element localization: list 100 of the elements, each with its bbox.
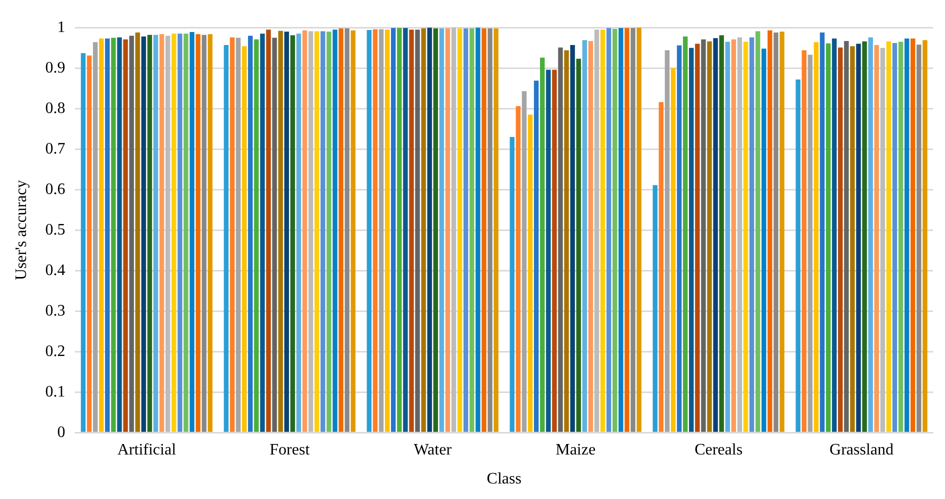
bar xyxy=(308,31,314,432)
bar xyxy=(552,70,557,432)
bar xyxy=(868,37,873,432)
y-tick-label: 0.4 xyxy=(45,262,66,279)
bar xyxy=(344,28,350,432)
bar xyxy=(755,31,760,432)
bar xyxy=(494,28,498,432)
x-tick-label: Cereals xyxy=(694,441,743,458)
bar xyxy=(540,58,545,432)
bar xyxy=(695,44,700,432)
bar xyxy=(433,28,438,432)
bar xyxy=(384,30,390,432)
x-tick-label: Maize xyxy=(556,441,596,458)
bar xyxy=(159,34,164,432)
bar xyxy=(558,47,563,432)
bar xyxy=(338,28,344,432)
bar xyxy=(534,80,539,432)
bar xyxy=(378,29,384,432)
bar xyxy=(320,31,326,432)
bar xyxy=(482,28,486,432)
bar xyxy=(904,38,910,432)
y-tick-label: 0.5 xyxy=(45,221,66,238)
y-tick-label: 0.7 xyxy=(45,140,66,158)
bar xyxy=(409,30,414,432)
bar xyxy=(886,41,892,432)
bar xyxy=(284,32,289,432)
bar xyxy=(892,42,898,432)
x-tick-label: Water xyxy=(414,441,452,458)
bar xyxy=(652,185,658,432)
bar xyxy=(476,28,480,432)
bar xyxy=(272,38,277,432)
bar xyxy=(774,32,778,432)
bar xyxy=(184,34,188,432)
bar xyxy=(80,53,86,432)
bar xyxy=(415,30,420,432)
bar xyxy=(296,34,302,432)
bar xyxy=(397,28,402,432)
bar xyxy=(123,39,128,432)
x-tick-label: Forest xyxy=(270,441,310,458)
y-tick-label: 0.2 xyxy=(45,342,66,360)
x-tick-label: Artificial xyxy=(117,441,177,458)
bar xyxy=(464,28,468,432)
bar xyxy=(814,42,819,432)
bar xyxy=(880,48,886,432)
y-tick-label: 1 xyxy=(57,18,66,36)
bar xyxy=(658,102,664,432)
bar xyxy=(826,43,831,432)
bar xyxy=(701,39,706,432)
bar xyxy=(874,45,879,432)
bar xyxy=(719,35,724,432)
bar xyxy=(796,79,800,432)
bar xyxy=(254,39,259,432)
bar xyxy=(290,35,296,432)
bar xyxy=(820,32,825,432)
bar xyxy=(236,38,241,432)
bar xyxy=(612,28,618,432)
bar xyxy=(421,28,426,432)
bar xyxy=(470,28,474,432)
bar xyxy=(445,28,450,432)
bar xyxy=(768,30,772,432)
y-tick-label: 0.3 xyxy=(45,302,66,320)
bar xyxy=(600,30,606,432)
bar xyxy=(898,42,904,432)
bar xyxy=(582,40,588,432)
bar xyxy=(366,30,372,432)
bar xyxy=(594,30,600,432)
bar xyxy=(372,29,378,432)
bar xyxy=(743,42,748,432)
bar xyxy=(838,47,843,432)
bar xyxy=(165,36,170,432)
bar xyxy=(731,39,736,432)
bar xyxy=(390,28,396,432)
bar xyxy=(510,136,514,432)
bar xyxy=(178,34,182,432)
bar xyxy=(862,41,867,432)
bar xyxy=(230,37,235,432)
bar xyxy=(266,30,271,432)
bar xyxy=(202,34,206,432)
y-tick-label: 0.6 xyxy=(45,180,66,198)
bar xyxy=(802,50,806,432)
bar xyxy=(588,40,594,432)
bar xyxy=(576,58,581,432)
bar xyxy=(248,36,253,432)
bar xyxy=(606,28,612,432)
bar xyxy=(528,114,533,432)
bar xyxy=(439,28,444,432)
bar xyxy=(624,28,630,432)
bar xyxy=(86,56,92,432)
y-tick-label: 0.8 xyxy=(45,100,66,117)
bar xyxy=(664,50,670,432)
bar xyxy=(196,34,200,432)
bar xyxy=(676,45,682,432)
y-axis-title: User's accuracy xyxy=(12,180,30,280)
bar xyxy=(172,34,176,432)
bar xyxy=(208,34,212,432)
bar xyxy=(546,70,551,432)
bar xyxy=(516,106,521,432)
bar xyxy=(457,28,462,432)
y-tick-label: 0.9 xyxy=(45,59,66,76)
bar xyxy=(916,44,922,432)
